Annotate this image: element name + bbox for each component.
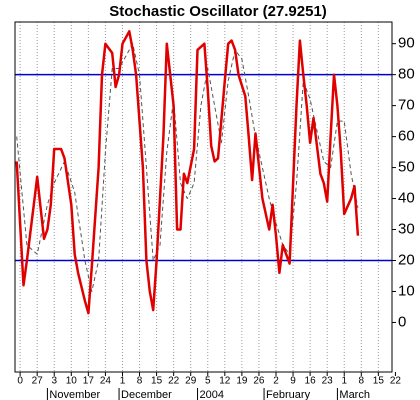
x-tick-label: 27 (32, 376, 44, 387)
chart-title: Stochastic Oscillator (27.9251) (109, 3, 327, 20)
y-tick-label: 80 (398, 66, 415, 83)
x-tick-label: 8 (359, 376, 365, 387)
x-tick-label: 1 (341, 376, 347, 387)
month-label: 2004 (200, 389, 224, 400)
x-tick-label: 15 (151, 376, 163, 387)
month-label: February (266, 389, 311, 400)
y-tick-label: 70 (398, 97, 415, 114)
y-tick-label: 90 (398, 35, 415, 52)
y-tick-label: 40 (398, 190, 415, 207)
month-label: November (49, 389, 100, 400)
x-tick-label: 23 (322, 376, 334, 387)
x-tick-label: 17 (83, 376, 95, 387)
x-tick-label: 2 (273, 376, 279, 387)
y-tick-label: 0 (398, 313, 406, 330)
y-tick-label: 10 (398, 282, 415, 299)
x-tick-label: 26 (253, 376, 265, 387)
y-tick-label: 30 (398, 220, 415, 237)
x-tick-label: 1 (120, 376, 126, 387)
x-tick-label: 24 (100, 376, 112, 387)
y-tick-label: 20 (398, 251, 415, 268)
x-tick-label: 10 (66, 376, 78, 387)
x-tick-label: 8 (137, 376, 143, 387)
y-tick-label: 50 (398, 159, 415, 176)
x-tick-label: 19 (236, 376, 248, 387)
x-tick-label: 9 (290, 376, 296, 387)
x-tick-label: 5 (205, 376, 211, 387)
plot-frame (14, 21, 393, 373)
month-label: March (339, 389, 370, 400)
series-line (15, 30, 360, 315)
y-tick-label: 60 (398, 128, 415, 145)
month-label: December (121, 389, 172, 400)
x-tick-label: 29 (185, 376, 197, 387)
x-tick-label: 12 (219, 376, 231, 387)
x-tick-label: 22 (168, 376, 180, 387)
x-tick-label: 16 (305, 376, 317, 387)
x-tick-label: 22 (390, 376, 402, 387)
x-tick-label: 15 (373, 376, 385, 387)
x-tick-label: 3 (51, 376, 57, 387)
x-tick-label: 0 (17, 376, 23, 387)
